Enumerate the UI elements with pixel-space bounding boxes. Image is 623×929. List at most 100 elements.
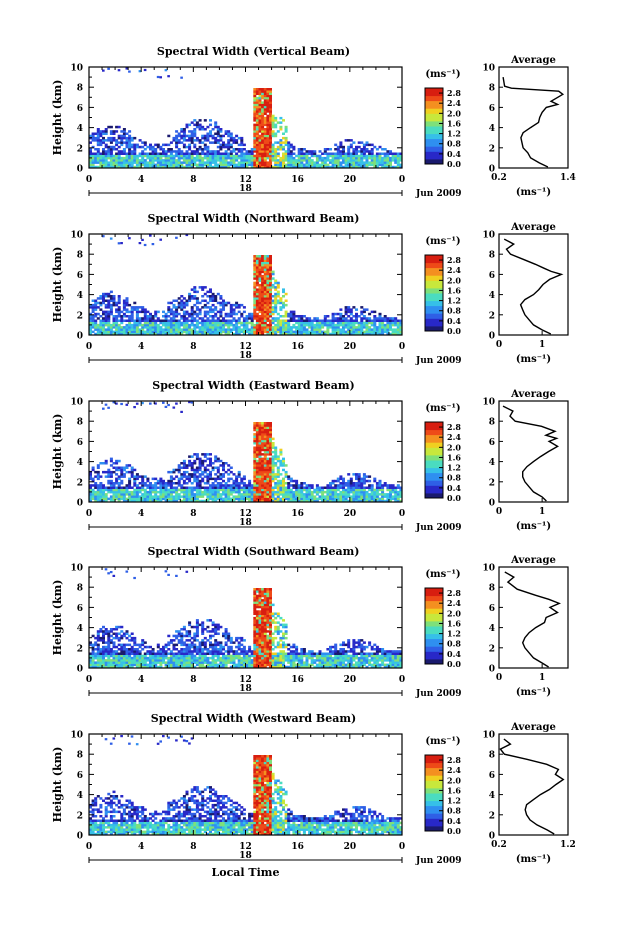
- heatmap-cell: [365, 493, 369, 496]
- heatmap-cell: [339, 150, 343, 153]
- heatmap-cell: [300, 326, 304, 329]
- heatmap-cell: [102, 407, 105, 410]
- heatmap-cell: [315, 319, 319, 322]
- heatmap-cell: [300, 330, 304, 334]
- heatmap-cell: [266, 96, 270, 100]
- heatmap-cell: [128, 464, 132, 467]
- heatmap-cell: [154, 332, 158, 336]
- heatmap-cell: [302, 493, 306, 496]
- heatmap-cell: [326, 154, 330, 158]
- heatmap-cell: [396, 326, 400, 329]
- heatmap-cell: [227, 323, 231, 327]
- heatmap-cell: [334, 486, 338, 489]
- heatmap-cell: [211, 499, 215, 503]
- heatmap-cell: [193, 493, 197, 496]
- heatmap-cell: [104, 475, 108, 478]
- heatmap-cell: [255, 479, 259, 483]
- heatmap-cell: [169, 477, 173, 481]
- heatmap-cell: [271, 490, 275, 494]
- heatmap-cell: [235, 165, 239, 169]
- heatmap-cell: [198, 328, 202, 331]
- heatmap-cell: [255, 90, 259, 93]
- heatmap-cell: [261, 430, 265, 434]
- heatmap-cell: [269, 110, 272, 113]
- heatmap-cell: [209, 156, 212, 160]
- heatmap-cell: [329, 484, 332, 487]
- heatmap-cell: [269, 310, 272, 314]
- heatmap-cell: [229, 330, 233, 334]
- heatmap-cell: [159, 497, 163, 501]
- heatmap-cell: [209, 457, 212, 461]
- heatmap-cell: [102, 495, 105, 498]
- heatmap-cell: [122, 490, 126, 494]
- heatmap-cell: [248, 482, 252, 485]
- heatmap-cell: [198, 332, 202, 336]
- heatmap-cell: [188, 455, 192, 458]
- heatmap-cell: [128, 161, 132, 164]
- heatmap-cell: [242, 497, 246, 501]
- heatmap-cell: [198, 464, 202, 467]
- heatmap-cell: [302, 319, 306, 322]
- heatmap-cell: [182, 495, 186, 498]
- heatmap-cell: [255, 292, 259, 296]
- heatmap-cell: [266, 430, 270, 434]
- heatmap-cell: [232, 136, 236, 140]
- heatmap-cell: [115, 301, 119, 305]
- heatmap-cell: [203, 143, 207, 147]
- heatmap-cell: [195, 475, 199, 478]
- heatmap-cell: [396, 330, 400, 334]
- heatmap-cell: [102, 292, 105, 296]
- heatmap-cell: [193, 161, 197, 164]
- heatmap-cell: [261, 163, 265, 167]
- heatmap-cell: [389, 332, 392, 336]
- heatmap-cell: [258, 459, 262, 463]
- heatmap-cell: [135, 473, 139, 476]
- heatmap-cell: [133, 497, 137, 501]
- heatmap-cell: [284, 150, 288, 153]
- heatmap-cell: [206, 310, 210, 314]
- heatmap-cell: [279, 139, 283, 142]
- heatmap-cell: [222, 497, 225, 501]
- heatmap-cell: [169, 488, 173, 492]
- heatmap-cell: [258, 114, 262, 118]
- heatmap-cell: [96, 326, 100, 329]
- heatmap-cell: [375, 319, 379, 322]
- heatmap-cell: [91, 139, 95, 142]
- heatmap-cell: [261, 466, 265, 469]
- heatmap-cell: [287, 484, 291, 487]
- heatmap-cell: [258, 130, 262, 133]
- heatmap-cell: [235, 148, 239, 151]
- heatmap-cell: [122, 301, 126, 305]
- heatmap-cell: [94, 497, 98, 501]
- heatmap-cell: [389, 486, 392, 489]
- y-tick-label: 4: [77, 124, 83, 134]
- heatmap-cell: [248, 156, 252, 160]
- heatmap-cell: [263, 303, 267, 307]
- heatmap-cell: [258, 426, 262, 429]
- heatmap-cell: [297, 493, 301, 496]
- heatmap-cell: [122, 497, 126, 501]
- heatmap-cell: [112, 319, 116, 322]
- heatmap-cell: [292, 495, 296, 498]
- heatmap-cell: [287, 156, 291, 160]
- heatmap-cell: [396, 154, 400, 158]
- heatmap-cell: [263, 123, 267, 127]
- heatmap-cell: [261, 490, 265, 494]
- heatmap-cell: [279, 125, 283, 129]
- heatmap-cell: [370, 156, 374, 160]
- heatmap-cell: [195, 332, 199, 336]
- heatmap-cell: [263, 319, 267, 322]
- heatmap-cell: [389, 165, 392, 169]
- heatmap-cell: [99, 143, 103, 147]
- heatmap-cell: [331, 479, 335, 483]
- heatmap-cell: [263, 315, 267, 318]
- heatmap-cell: [128, 321, 132, 325]
- heatmap-cell: [362, 330, 366, 334]
- heatmap-cell: [149, 321, 152, 325]
- heatmap-cell: [355, 477, 358, 481]
- heatmap-cell: [209, 141, 212, 144]
- heatmap-cell: [232, 312, 236, 316]
- heatmap-cell: [185, 123, 189, 127]
- y-tick-label: 0: [77, 499, 83, 509]
- heatmap-cell: [216, 139, 220, 142]
